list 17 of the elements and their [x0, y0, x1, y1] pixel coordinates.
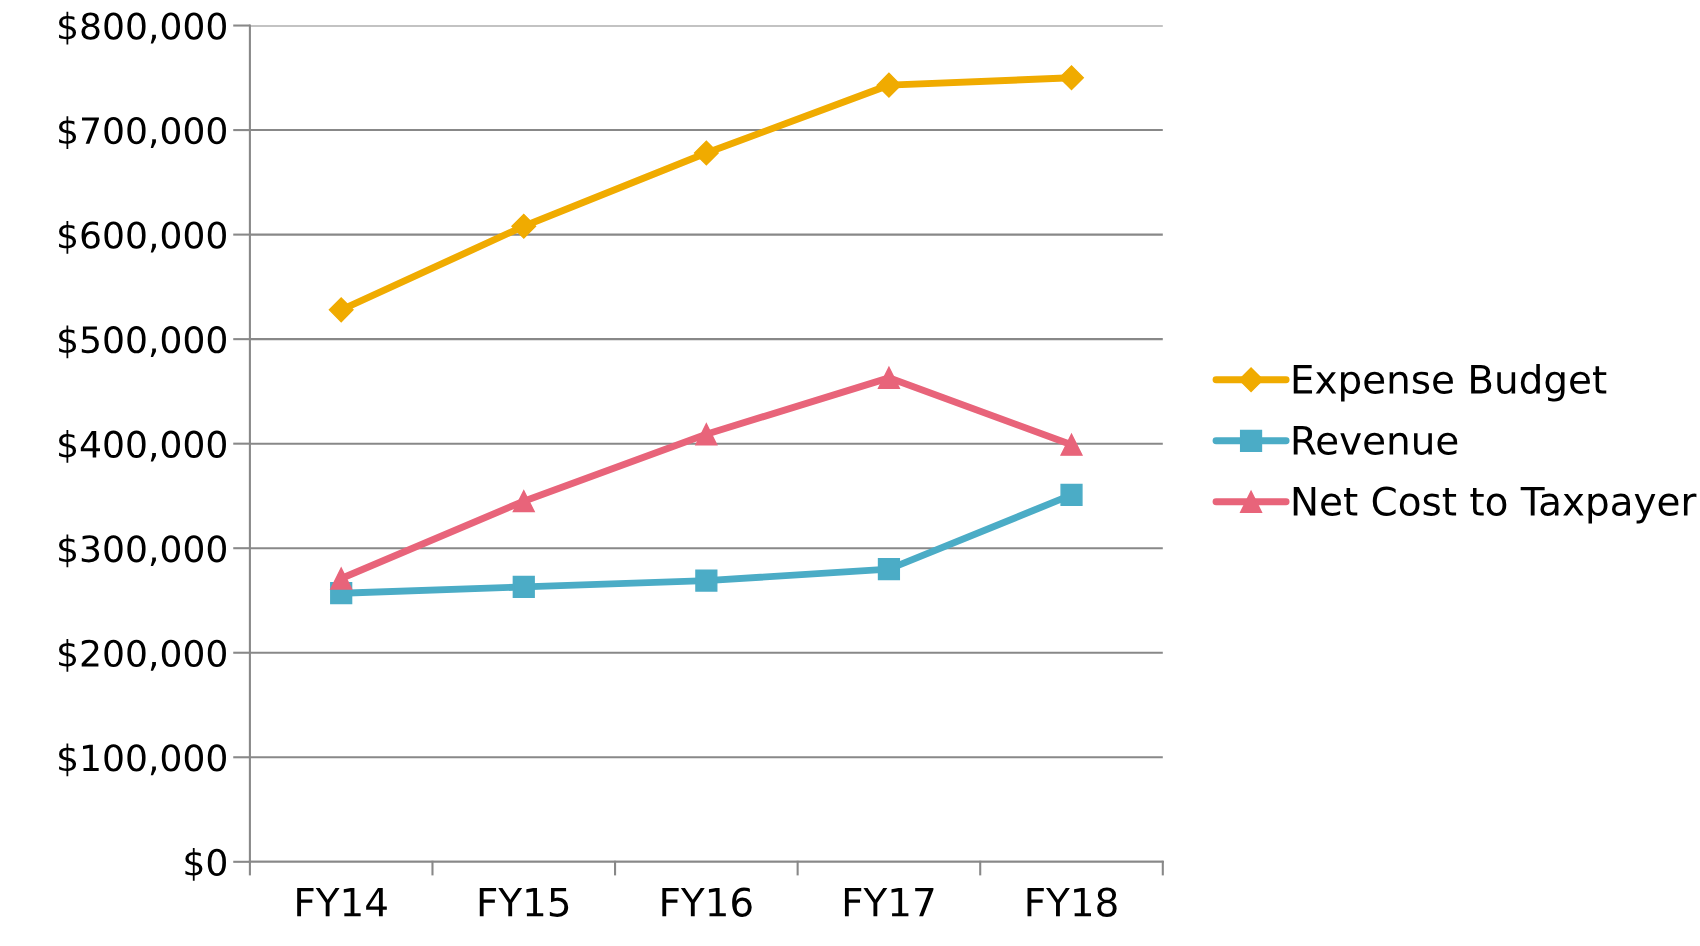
y-tick-label: $700,000 [59, 116, 226, 150]
x-tick-label: FY18 [1027, 887, 1117, 917]
x-tick-label: FY16 [662, 887, 752, 917]
y-tick-label: $500,000 [59, 325, 226, 359]
y-tick-label: $600,000 [59, 220, 226, 254]
legend-label: Net Cost to Taxpayer [1293, 486, 1697, 524]
y-tick-label: $200,000 [59, 639, 226, 672]
y-tick-label: $100,000 [59, 743, 226, 777]
y-tick-label: $300,000 [59, 534, 226, 568]
y-tick-label: $800,000 [59, 11, 226, 45]
x-tick-label: FY14 [297, 888, 387, 917]
x-tick-label: FY15 [479, 888, 569, 917]
y-tick-label: $400,000 [59, 429, 226, 463]
legend-label: Revenue [1293, 426, 1458, 455]
x-tick-label: FY17 [844, 888, 934, 917]
legend-label: Expense Budget [1293, 363, 1607, 402]
y-tick-label: $0 [185, 848, 226, 881]
